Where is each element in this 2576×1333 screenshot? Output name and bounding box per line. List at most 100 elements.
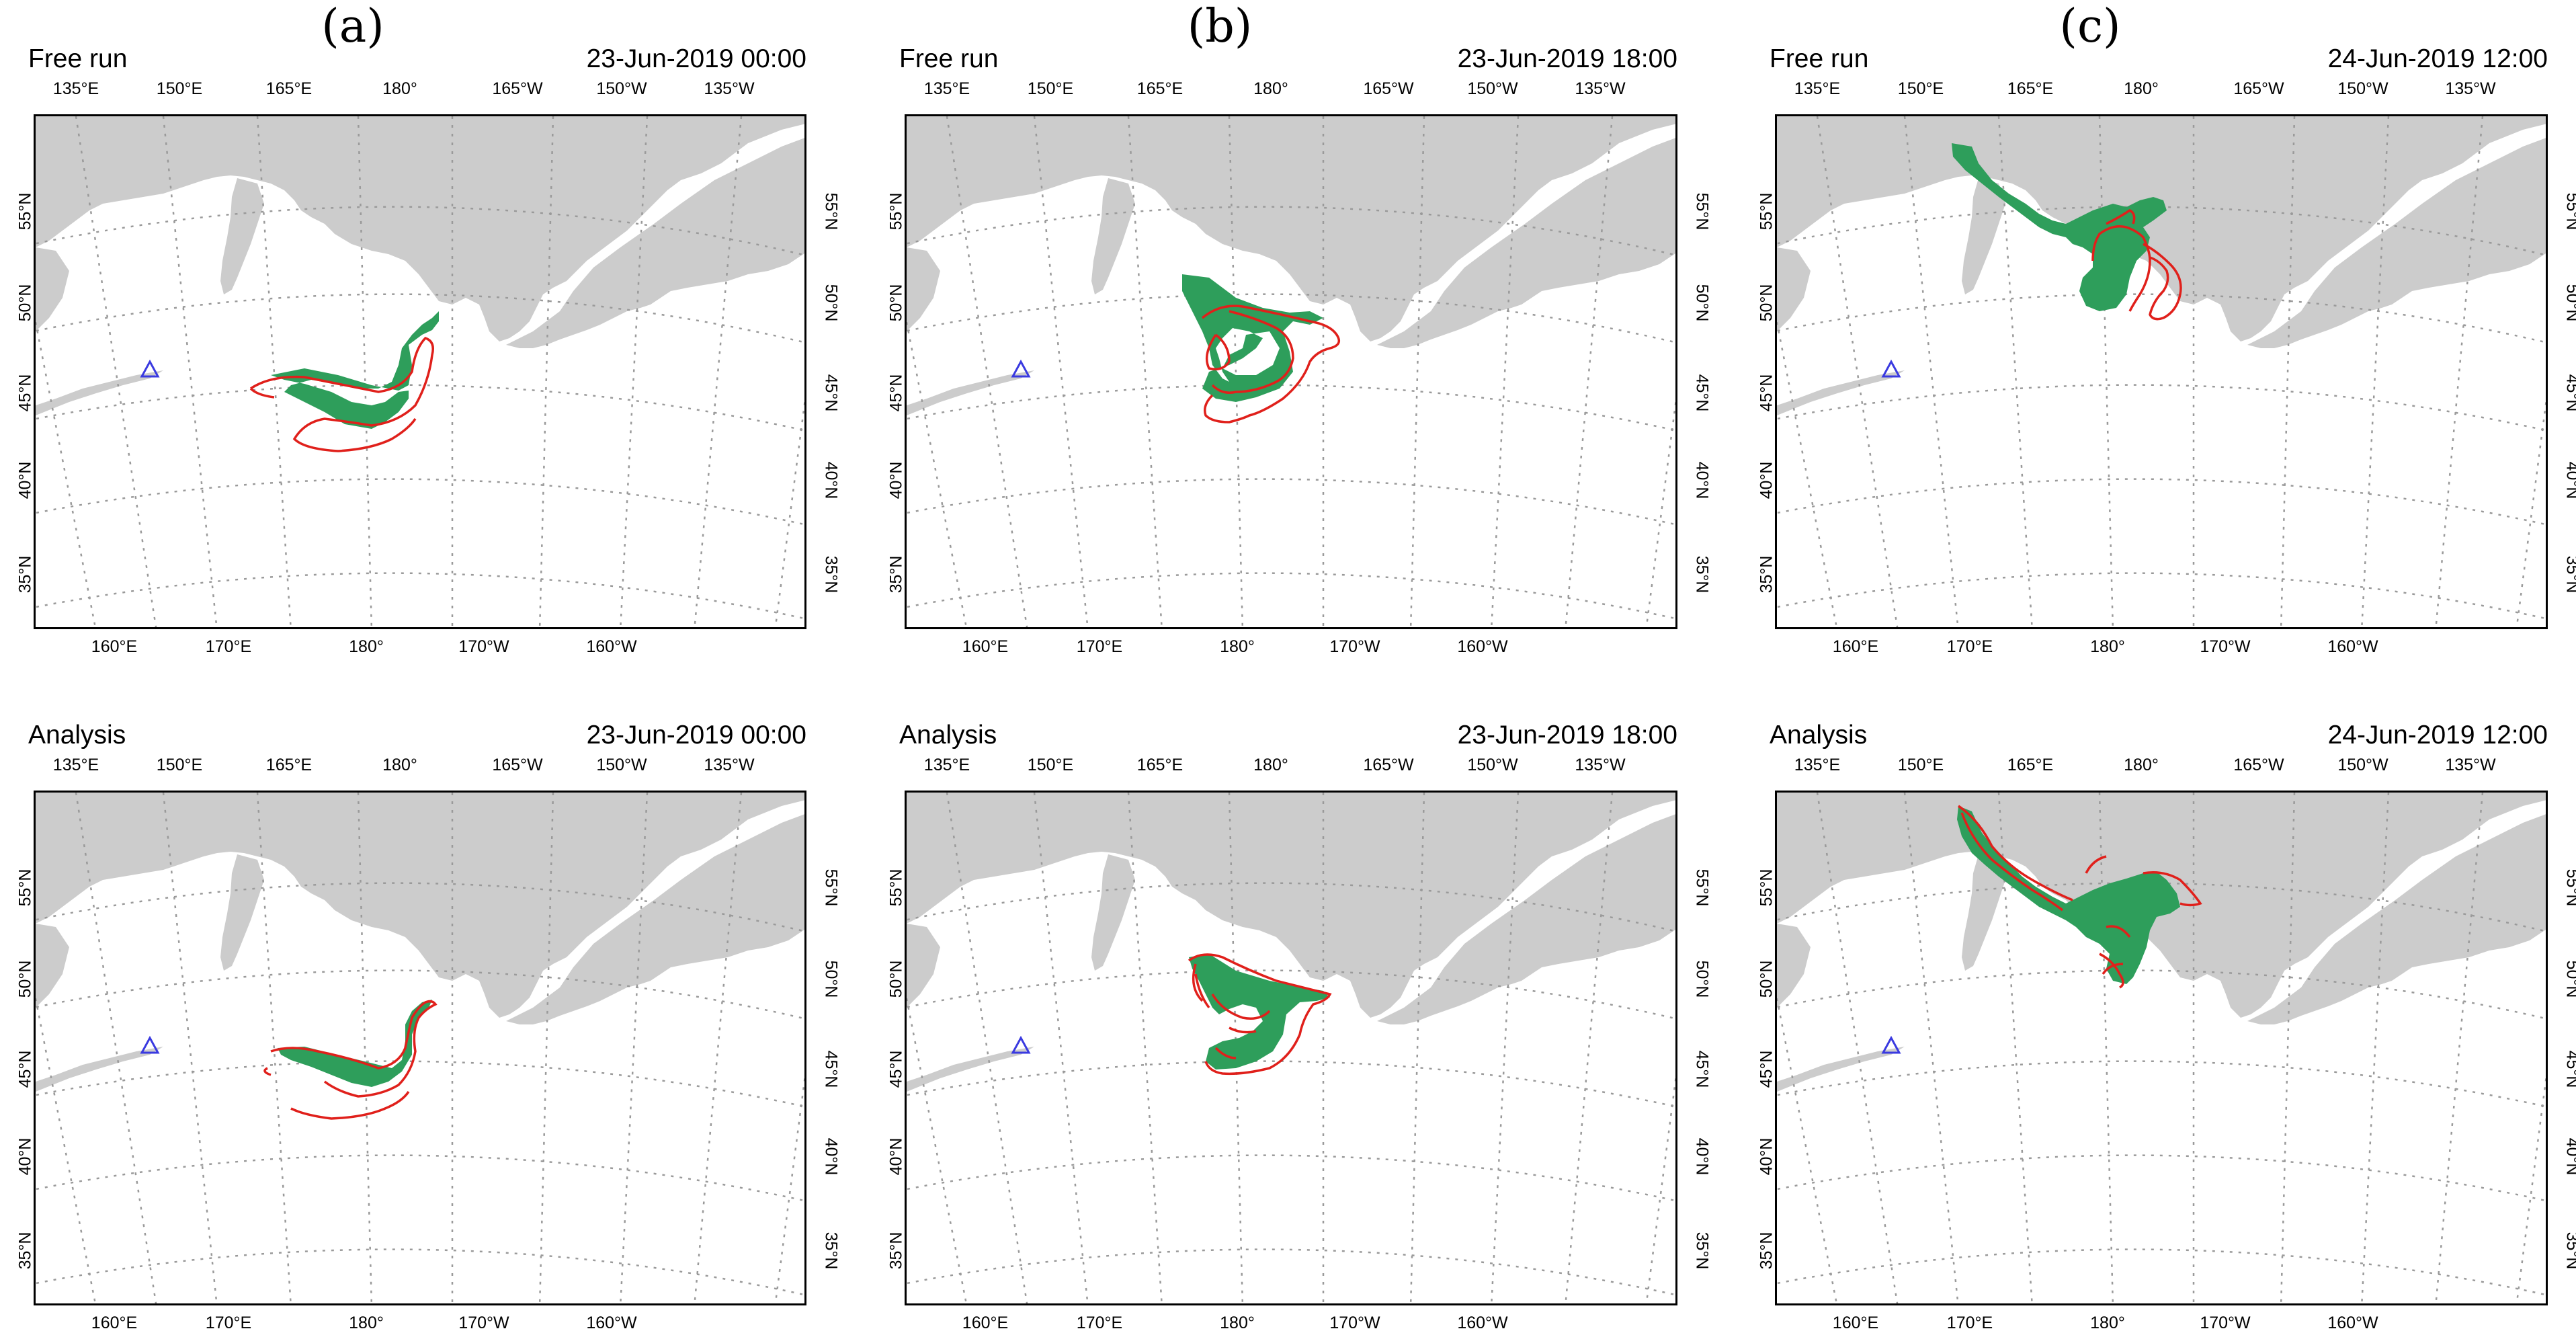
- panel-title: Free run: [1770, 44, 1869, 73]
- longitude-label-bottom: 160°W: [1457, 1314, 1508, 1332]
- panel-date: 23-Jun-2019 00:00: [586, 44, 806, 73]
- graticule: [1777, 793, 2546, 1303]
- longitude-label-top: 150°W: [1467, 79, 1518, 98]
- observation-contour: [2091, 208, 2182, 321]
- column-label: (a): [321, 0, 384, 53]
- latitude-label-left: 35°N: [1757, 1231, 1776, 1270]
- longitude-label-top: 150°W: [2337, 756, 2388, 774]
- longitude-label-top: 165°E: [265, 79, 313, 98]
- panel-date: 23-Jun-2019 18:00: [1457, 44, 1677, 73]
- panel-title: Analysis: [1770, 721, 1868, 750]
- longitude-label-top: 135°E: [52, 79, 99, 98]
- longitude-label-top: 180°: [382, 756, 417, 774]
- longitude-label-bottom: 170°E: [1076, 1314, 1123, 1332]
- latitude-label-right: 40°N: [1692, 1137, 1712, 1176]
- map-panel: Analysis 24-Jun-2019 12:00 135°E 150°E 165°E…: [1757, 676, 2576, 1332]
- latitude-label-right: 55°N: [2563, 869, 2576, 907]
- graticule: [36, 116, 804, 627]
- triangle-outline-icon: [1881, 1035, 1901, 1054]
- latitude-label-right: 50°N: [1692, 284, 1712, 322]
- map-area: [905, 114, 1677, 629]
- longitude-label-top: 135°E: [923, 756, 970, 774]
- latitude-label-right: 55°N: [1692, 869, 1712, 907]
- latitude-label-left: 55°N: [1757, 192, 1776, 231]
- latitude-label-left: 40°N: [886, 1137, 906, 1176]
- map-area: [1775, 791, 2548, 1305]
- longitude-label-top: 180°: [382, 79, 417, 98]
- longitude-label-top: 180°: [1253, 79, 1288, 98]
- map-panel: Analysis 23-Jun-2019 18:00 135°E 150°E 165°E…: [886, 676, 1711, 1332]
- latitude-label-left: 45°N: [1757, 1050, 1776, 1088]
- column-label: (b): [1187, 0, 1253, 53]
- triangle-outline-icon: [140, 359, 160, 378]
- latitude-label-left: 45°N: [886, 1050, 906, 1088]
- longitude-label-top: 135°W: [704, 756, 755, 774]
- longitude-label-bottom: 160°E: [962, 637, 1009, 656]
- longitude-label-top: 165°W: [492, 79, 543, 98]
- triangle-outline-icon: [140, 1035, 160, 1054]
- longitude-label-bottom: 170°E: [205, 1314, 252, 1332]
- longitude-label-bottom: 160°W: [2327, 637, 2378, 656]
- panel-date: 24-Jun-2019 12:00: [2327, 44, 2548, 73]
- ash-plume: [1182, 274, 1323, 402]
- longitude-label-top: 150°W: [596, 756, 647, 774]
- latitude-label-right: 50°N: [821, 284, 841, 322]
- land-masses: [907, 116, 1675, 415]
- graticule: [1777, 116, 2546, 627]
- latitude-label-left: 50°N: [1757, 284, 1776, 322]
- longitude-label-top: 150°E: [1897, 756, 1944, 774]
- longitude-label-bottom: 160°E: [962, 1314, 1009, 1332]
- latitude-label-right: 35°N: [821, 1231, 841, 1270]
- longitude-label-top: 135°W: [2445, 756, 2496, 774]
- longitude-label-bottom: 170°E: [1076, 637, 1123, 656]
- graticule: [907, 793, 1675, 1303]
- land-masses: [36, 116, 804, 415]
- longitude-label-top: 165°W: [2233, 756, 2284, 774]
- longitude-label-bottom: 170°W: [2200, 1314, 2251, 1332]
- latitude-label-left: 35°N: [886, 1231, 906, 1270]
- latitude-label-right: 45°N: [1692, 1050, 1712, 1088]
- latitude-label-left: 55°N: [15, 192, 35, 231]
- map-area: [34, 114, 806, 629]
- panel-date: 23-Jun-2019 00:00: [586, 721, 806, 750]
- map-area: [34, 791, 806, 1305]
- longitude-label-bottom: 170°W: [2200, 637, 2251, 656]
- longitude-label-bottom: 170°E: [205, 637, 252, 656]
- latitude-label-left: 50°N: [15, 960, 35, 998]
- longitude-label-top: 165°E: [265, 756, 313, 774]
- column-label: (c): [2059, 0, 2121, 53]
- longitude-label-top: 150°E: [1897, 79, 1944, 98]
- graticule: [907, 116, 1675, 627]
- latitude-label-right: 45°N: [2563, 374, 2576, 412]
- graticule: [36, 793, 804, 1303]
- latitude-label-right: 35°N: [1692, 1231, 1712, 1270]
- latitude-label-left: 50°N: [1757, 960, 1776, 998]
- longitude-label-bottom: 170°W: [1329, 1314, 1380, 1332]
- latitude-label-right: 40°N: [2563, 461, 2576, 499]
- map-panel: Free run 23-Jun-2019 00:00 135°E 150°E 165°E…: [15, 0, 840, 656]
- longitude-label-top: 135°W: [2445, 79, 2496, 98]
- longitude-label-bottom: 170°W: [458, 1314, 509, 1332]
- longitude-label-top: 150°E: [1027, 756, 1074, 774]
- longitude-label-bottom: 180°: [349, 1314, 384, 1332]
- longitude-label-top: 165°W: [1363, 79, 1414, 98]
- latitude-label-right: 35°N: [821, 555, 841, 594]
- longitude-label-bottom: 180°: [2090, 1314, 2125, 1332]
- latitude-label-left: 35°N: [1757, 555, 1776, 594]
- map-panel: Free run 23-Jun-2019 18:00 135°E 150°E 165°E…: [886, 0, 1711, 656]
- ash-plume: [278, 1000, 432, 1087]
- longitude-label-top: 165°E: [1136, 79, 1183, 98]
- latitude-label-right: 50°N: [2563, 960, 2576, 998]
- longitude-label-top: 150°W: [2337, 79, 2388, 98]
- observation-contour: [263, 1000, 438, 1120]
- panel-title: Analysis: [28, 721, 126, 750]
- panel-title: Analysis: [899, 721, 997, 750]
- longitude-label-top: 135°E: [52, 756, 99, 774]
- latitude-label-right: 50°N: [1692, 960, 1712, 998]
- longitude-label-top: 150°E: [156, 79, 203, 98]
- latitude-label-left: 40°N: [1757, 461, 1776, 499]
- triangle-outline-icon: [1011, 359, 1031, 378]
- latitude-label-right: 45°N: [821, 374, 841, 412]
- latitude-label-right: 55°N: [821, 192, 841, 231]
- longitude-label-top: 165°E: [2007, 79, 2054, 98]
